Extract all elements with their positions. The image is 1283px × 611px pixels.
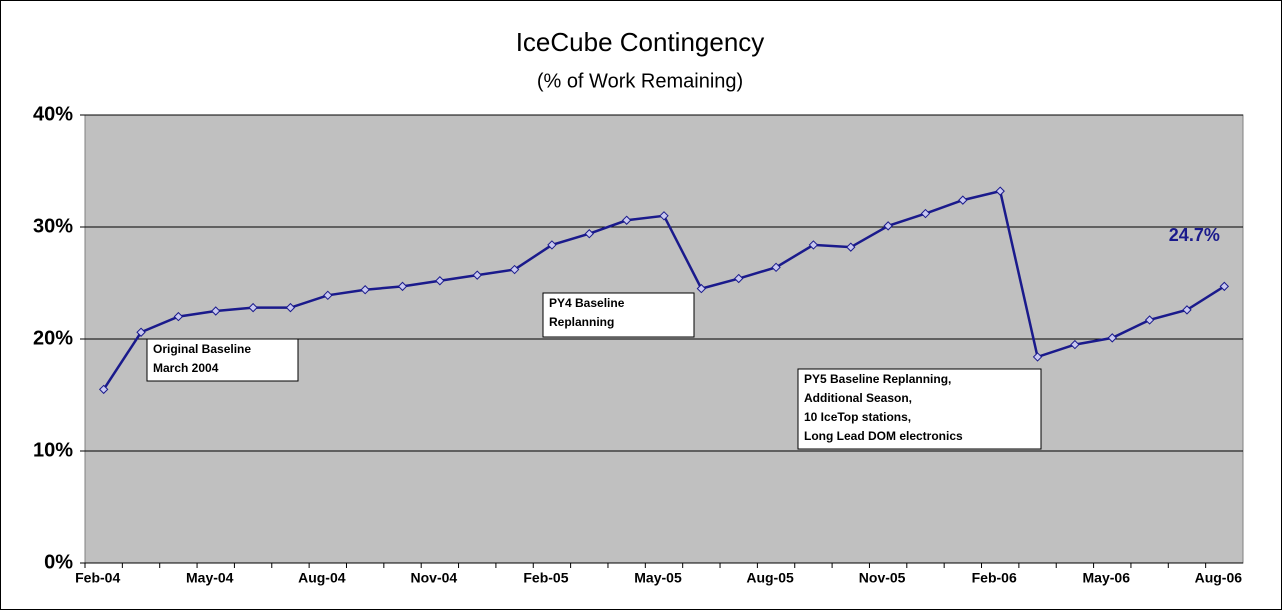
data-point: [734, 273, 744, 284]
y-tick-label: 30%: [33, 215, 73, 237]
x-tick-label: Feb-05: [523, 570, 568, 586]
x-tick-label: Aug-05: [746, 570, 794, 586]
annotation-box: [542, 292, 695, 338]
data-point: [1144, 315, 1155, 325]
data-point: [509, 264, 520, 275]
data-point: [995, 186, 1005, 196]
annotation-box: [146, 338, 299, 382]
annotation-text: PY4 Baseline: [549, 296, 625, 310]
data-point: [435, 276, 445, 286]
data-point: [136, 327, 146, 337]
x-tick-label: May-05: [634, 570, 682, 586]
chart-subtitle: (% of Work Remaining): [537, 70, 743, 92]
data-point: [285, 302, 296, 313]
data-point: [248, 302, 258, 313]
data-point: [808, 240, 819, 250]
data-point: [98, 384, 109, 395]
data-point: [1032, 352, 1043, 362]
data-point: [1182, 305, 1192, 315]
data-point: [659, 211, 669, 221]
data-point: [173, 311, 184, 322]
y-tick-label: 10%: [33, 439, 73, 461]
annotation-text: Replanning: [549, 315, 614, 329]
data-point: [323, 290, 333, 301]
data-point: [958, 195, 968, 205]
data-point: [1107, 333, 1117, 343]
annotation-text: 10 IceTop stations,: [804, 410, 911, 424]
data-point: [696, 283, 707, 294]
x-tick-label: Feb-04: [75, 570, 120, 586]
data-point: [1219, 281, 1230, 292]
data-point: [883, 221, 893, 231]
x-tick-label: Feb-06: [972, 570, 1017, 586]
data-point: [547, 240, 557, 250]
data-point: [621, 215, 632, 225]
data-point: [397, 281, 408, 292]
data-point: [472, 270, 482, 280]
x-tick-label: May-06: [1083, 570, 1131, 586]
x-tick-label: Nov-05: [859, 570, 906, 586]
x-tick-label: Nov-04: [411, 570, 458, 586]
annotation-text: Long Lead DOM electronics: [804, 429, 963, 443]
x-tick-label: Aug-06: [1195, 570, 1243, 586]
data-point: [1070, 339, 1080, 350]
data-point: [920, 208, 931, 219]
data-label: 24.7%: [1169, 225, 1220, 245]
data-point: [771, 262, 781, 273]
annotation-text: PY5 Baseline Replanning,: [804, 372, 951, 386]
annotation-text: Original Baseline: [153, 342, 251, 356]
data-point: [211, 306, 221, 316]
y-tick-label: 0%: [44, 551, 73, 573]
data-point: [584, 229, 594, 239]
chart-title: IceCube Contingency: [516, 27, 765, 57]
annotation-box: [797, 368, 1042, 450]
x-tick-label: May-04: [186, 570, 234, 586]
annotation-text: Additional Season,: [804, 391, 912, 405]
y-tick-label: 40%: [33, 103, 73, 125]
annotation-text: March 2004: [153, 361, 219, 375]
y-tick-label: 20%: [33, 327, 73, 349]
data-point: [846, 242, 856, 252]
x-tick-label: Aug-04: [298, 570, 346, 586]
data-point: [360, 285, 370, 295]
